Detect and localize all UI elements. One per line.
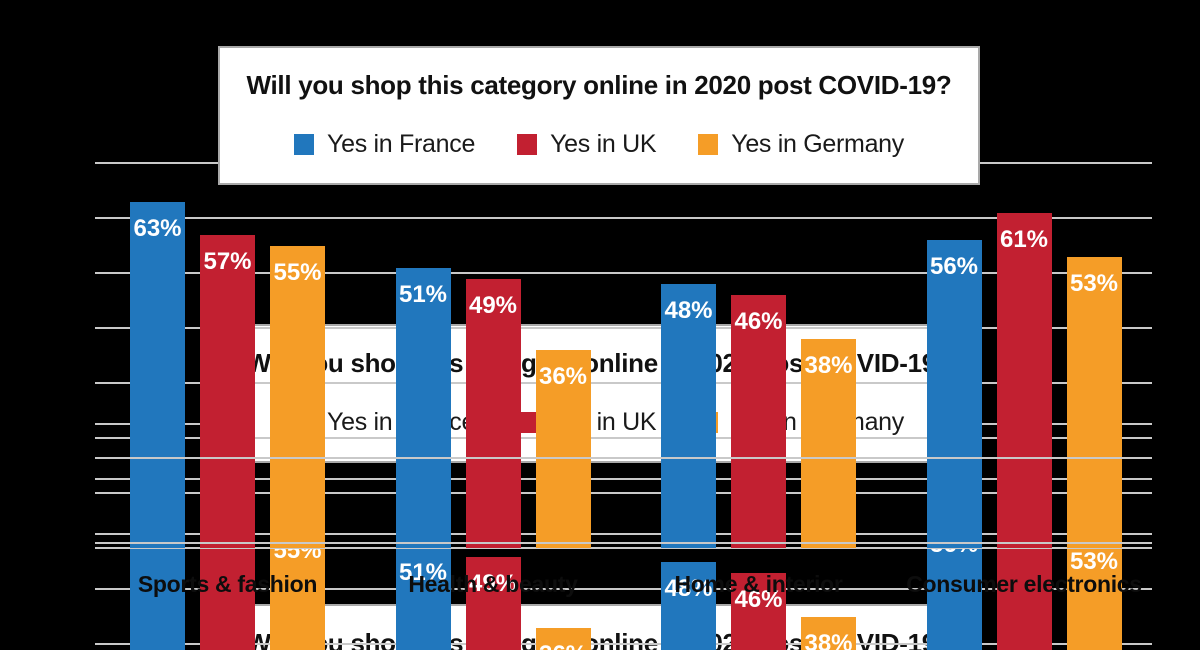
bar-value-label: 38%	[804, 630, 853, 650]
category-label: Home & interior	[674, 571, 843, 597]
bar-home-interior-yes-in-uk	[731, 573, 786, 650]
category-label: Sports & fashion	[137, 571, 318, 597]
gridline	[95, 547, 1152, 549]
bar-value-label: 53%	[1069, 269, 1119, 297]
bar-health-beauty-yes-in-germany	[535, 628, 591, 650]
gridline	[95, 533, 1152, 535]
gridline	[95, 588, 1152, 590]
legend-item-label: Yes in France	[327, 130, 476, 158]
gridline	[95, 217, 1152, 219]
gridline	[95, 327, 1152, 329]
bar-value-label: 46%	[734, 586, 783, 613]
bar-home-interior-yes-in-france	[661, 562, 716, 650]
bar-home-interior-yes-in-germany	[801, 617, 856, 650]
bar-value-label: 49%	[468, 291, 518, 319]
bar-home-interior-yes-in-germany	[801, 339, 856, 548]
bar-health-beauty-yes-in-uk	[465, 556, 521, 650]
bar-value-label: 48%	[664, 575, 713, 602]
bar-value-label: 63%	[133, 214, 182, 242]
bar-value-label: 49%	[468, 569, 518, 597]
bar-home-interior-yes-in-uk	[731, 295, 786, 548]
bar-value-label: 36%	[538, 363, 588, 390]
gridline	[95, 643, 1152, 645]
bar-value-label: 36%	[536, 641, 591, 650]
bar-consumer-electronics-yes-in-france	[926, 240, 982, 548]
category-label: Consumer electronics	[906, 571, 1142, 597]
gridline	[95, 492, 1152, 494]
bar-health-beauty-yes-in-germany	[535, 350, 591, 548]
bar-value-label: 61%	[999, 225, 1049, 253]
chart-title-legend-box: Will you shop this category online in 20…	[218, 46, 980, 185]
legend-color-swatch	[517, 134, 538, 155]
chart-title: Will you shop this category online in 20…	[246, 70, 952, 100]
chart-legend: Yes in France Yes in UK Yes in Germany	[220, 130, 978, 159]
bar-health-beauty-yes-in-france	[395, 545, 451, 650]
glitch-gridline-overlay	[95, 542, 1152, 544]
category-label: Health & beauty	[408, 571, 578, 597]
bar-value-label: 57%	[203, 247, 252, 275]
bar-sports-fashion-yes-in-germany	[270, 245, 325, 548]
legend-item-yes-in-france: Yes in France	[294, 130, 475, 159]
bar-sports-fashion-yes-in-france	[130, 201, 185, 548]
bar-health-beauty-yes-in-france	[395, 267, 451, 548]
gridline	[95, 437, 1152, 439]
legend-item-yes-in-germany: Yes in Germany	[698, 130, 904, 159]
bar-sports-fashion-yes-in-uk	[200, 234, 255, 548]
bar-value-label: 51%	[398, 558, 448, 586]
legend-item-label: Yes in UK	[550, 130, 657, 158]
bar-health-beauty-yes-in-uk	[465, 278, 521, 548]
legend-color-swatch	[698, 134, 719, 155]
legend-item-label: Yes in Germany	[731, 130, 904, 158]
gridline	[95, 382, 1152, 384]
legend-item-yes-in-uk: Yes in UK	[517, 130, 657, 159]
legend-color-swatch	[517, 412, 538, 433]
bar-value-label: 51%	[398, 280, 448, 308]
bar-home-interior-yes-in-france	[661, 284, 716, 548]
bar-consumer-electronics-yes-in-uk	[996, 212, 1052, 548]
bar-value-label: 55%	[273, 258, 322, 286]
bar-consumer-electronics-yes-in-germany	[1066, 534, 1122, 650]
bar-value-label: 53%	[1069, 547, 1119, 575]
glitch-gridline-overlay	[95, 457, 1152, 459]
bar-value-label: 46%	[734, 308, 783, 335]
bar-value-label: 56%	[929, 253, 979, 280]
gridline	[95, 478, 1152, 480]
legend-color-swatch	[294, 134, 315, 155]
bar-value-label: 38%	[804, 352, 853, 379]
gridline	[95, 272, 1152, 274]
bar-value-label: 48%	[664, 297, 713, 324]
bar-consumer-electronics-yes-in-germany	[1066, 256, 1122, 548]
